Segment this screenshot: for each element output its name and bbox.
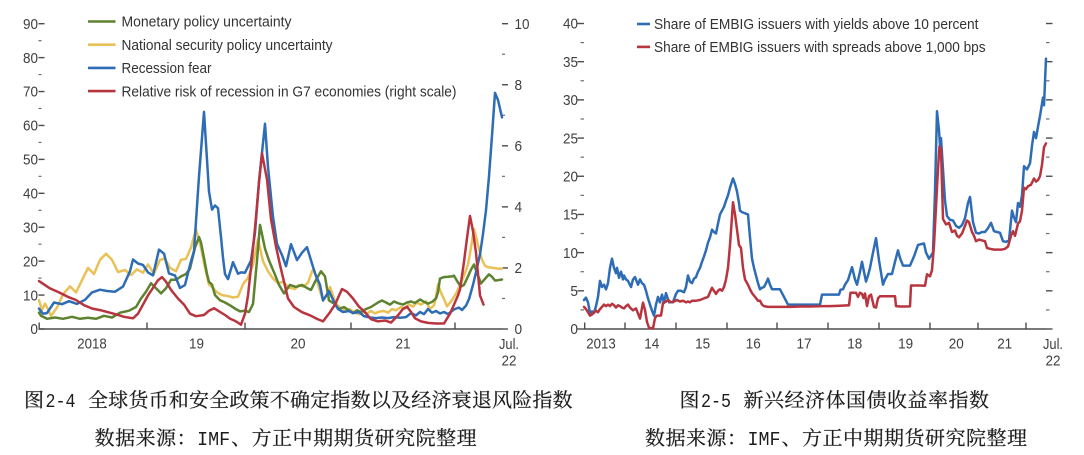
svg-text:15: 15 [563, 207, 578, 224]
svg-text:Share of EMBIG issuers with yi: Share of EMBIG issuers with yields above… [654, 16, 979, 33]
svg-text:10: 10 [515, 16, 530, 33]
svg-text:2-4: 2-4 [46, 391, 76, 413]
svg-text:2018: 2018 [77, 336, 107, 353]
svg-text:5: 5 [570, 283, 578, 300]
svg-text:50: 50 [23, 152, 38, 169]
svg-text:National security policy uncer: National security policy uncertainty [122, 37, 333, 54]
svg-text:10: 10 [23, 287, 38, 304]
svg-text:25: 25 [563, 130, 578, 147]
svg-text:Jul.: Jul. [1043, 336, 1063, 353]
svg-text:IMF: IMF [197, 429, 230, 451]
svg-text:Share of EMBIG issuers with sp: Share of EMBIG issuers with spreads abov… [654, 39, 986, 56]
svg-text:20: 20 [949, 336, 964, 353]
svg-text:0: 0 [570, 321, 578, 338]
svg-text:17: 17 [797, 336, 812, 353]
svg-text:20: 20 [23, 253, 38, 270]
svg-text:10: 10 [563, 245, 578, 262]
svg-text:16: 16 [746, 336, 761, 353]
svg-text:40: 40 [23, 186, 38, 203]
svg-text:6: 6 [515, 138, 523, 155]
svg-text:15: 15 [695, 336, 710, 353]
svg-text:Jul.: Jul. [499, 336, 519, 353]
svg-text:20: 20 [291, 336, 306, 353]
svg-text:60: 60 [23, 118, 38, 135]
svg-text:0: 0 [515, 321, 523, 338]
svg-text:20: 20 [563, 168, 578, 185]
svg-text:22: 22 [502, 353, 517, 370]
svg-text:21: 21 [997, 336, 1012, 353]
svg-text:Monetary policy uncertainty: Monetary policy uncertainty [122, 14, 292, 31]
svg-text:22: 22 [1046, 353, 1061, 370]
svg-text:8: 8 [515, 77, 523, 94]
svg-text:30: 30 [563, 92, 578, 109]
svg-text:Relative risk of recession in: Relative risk of recession in G7 economi… [122, 83, 457, 100]
svg-text:19: 19 [189, 336, 204, 353]
svg-text:80: 80 [23, 50, 38, 67]
svg-text:19: 19 [898, 336, 913, 353]
svg-text:90: 90 [23, 16, 38, 33]
svg-text:70: 70 [23, 84, 38, 101]
svg-text:35: 35 [563, 54, 578, 71]
svg-text:0: 0 [30, 321, 38, 338]
svg-text:2013: 2013 [586, 336, 616, 353]
svg-text:14: 14 [644, 336, 659, 353]
svg-text:4: 4 [515, 199, 523, 216]
svg-text:30: 30 [23, 219, 38, 236]
svg-text:21: 21 [396, 336, 411, 353]
svg-text:Recession fear: Recession fear [122, 60, 212, 77]
svg-text:18: 18 [847, 336, 862, 353]
svg-text:IMF: IMF [748, 429, 781, 451]
svg-text:2: 2 [515, 260, 523, 277]
svg-text:40: 40 [563, 16, 578, 33]
svg-text:2-5: 2-5 [701, 391, 731, 413]
